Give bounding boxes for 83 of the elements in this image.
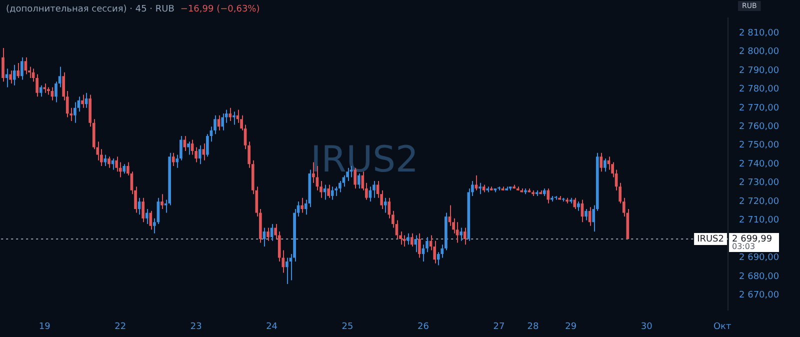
candlestick [206, 134, 209, 158]
candlestick [172, 152, 175, 166]
chart-subtitle: −16,99 (−0,63%) [180, 4, 260, 14]
x-tick-label: 25 [342, 322, 354, 332]
candlestick [334, 186, 338, 196]
candlestick [12, 64, 16, 86]
candlestick [115, 156, 118, 172]
candlestick [478, 182, 482, 195]
x-tick-label: 26 [418, 322, 430, 332]
candlestick [286, 257, 288, 284]
candlestick [406, 232, 410, 246]
candlestick [410, 232, 414, 248]
candlestick [142, 197, 144, 223]
y-tick-label: 2 740,00 [739, 159, 780, 170]
x-tick-label: 27 [493, 322, 505, 332]
ref-line-label: IRUS2 [697, 234, 724, 244]
x-tick-label: 24 [266, 322, 278, 332]
y-tick-label: 2 790,00 [739, 66, 780, 76]
candlestick [160, 194, 164, 210]
candlestick [372, 180, 376, 198]
candlestick [300, 197, 304, 214]
candlestick [414, 234, 418, 253]
candlestick [402, 234, 406, 248]
candlestick [221, 113, 224, 131]
candlestick [312, 162, 315, 184]
x-tick-label: 22 [114, 322, 126, 332]
y-tick-label: 2 670,00 [739, 290, 780, 301]
text: 03:03 [732, 242, 756, 252]
candlestick [145, 208, 148, 225]
candlestick [456, 222, 459, 244]
candlestick [149, 210, 152, 230]
candlestick [327, 184, 330, 198]
x-tick-label: 30 [640, 322, 653, 332]
y-tick-label: 2 780,00 [739, 84, 780, 95]
candlestick [338, 180, 342, 193]
y-tick-label: 2 690,00 [739, 253, 780, 264]
candlestick [9, 70, 12, 84]
candlestick [108, 156, 110, 168]
x-tick-label: 19 [38, 322, 51, 332]
x-tick-label: 23 [190, 322, 202, 332]
candlestick [418, 232, 421, 258]
candlestick [228, 107, 232, 122]
candlestick [436, 252, 440, 266]
y-tick-label: 2 730,00 [739, 178, 780, 188]
candlestick [153, 218, 156, 234]
candlestick [463, 227, 466, 246]
text: 2 699,99 [732, 234, 772, 244]
candlestick [2, 47, 4, 82]
candlestick [20, 56, 24, 80]
candlestick [122, 164, 126, 174]
y-tick-label: 2 800,00 [739, 47, 780, 58]
candlestick [74, 102, 76, 124]
candlestick [202, 142, 206, 161]
y-tick-label: 2 720,00 [739, 196, 780, 207]
candlestick [24, 56, 28, 75]
candlestick [232, 111, 236, 126]
candlestick [357, 172, 360, 189]
y-tick-label: 2 760,00 [739, 122, 780, 132]
candlestick [5, 68, 8, 88]
y-tick-label: 2 710,00 [739, 216, 780, 226]
candlestick [474, 174, 478, 191]
candlestick [81, 94, 84, 108]
candlestick [604, 158, 606, 172]
x-tick-label: Окт [713, 322, 732, 332]
x-tick-label: 29 [565, 322, 577, 332]
candlestick [330, 186, 334, 200]
y-tick-label: 2 680,00 [739, 272, 780, 282]
candlestick [39, 84, 42, 98]
candlestick [600, 152, 603, 172]
chart-title: (дополнительная сессия) · 45 · RUB [6, 4, 174, 14]
candlestick [384, 197, 387, 214]
annotation: IRUS2 [310, 139, 418, 180]
x-tick-label: 28 [527, 322, 540, 332]
y-tick-label: 2 770,00 [739, 103, 780, 114]
candlestick [187, 141, 190, 156]
candlestick [16, 62, 20, 78]
candlestick [198, 144, 202, 165]
y-tick-label: 2 810,00 [739, 28, 780, 38]
candlestick [460, 227, 463, 242]
candlestick [584, 208, 588, 221]
candlestick [577, 201, 580, 212]
y-tick-label: 2 750,00 [739, 140, 780, 151]
candlestick [266, 227, 270, 242]
